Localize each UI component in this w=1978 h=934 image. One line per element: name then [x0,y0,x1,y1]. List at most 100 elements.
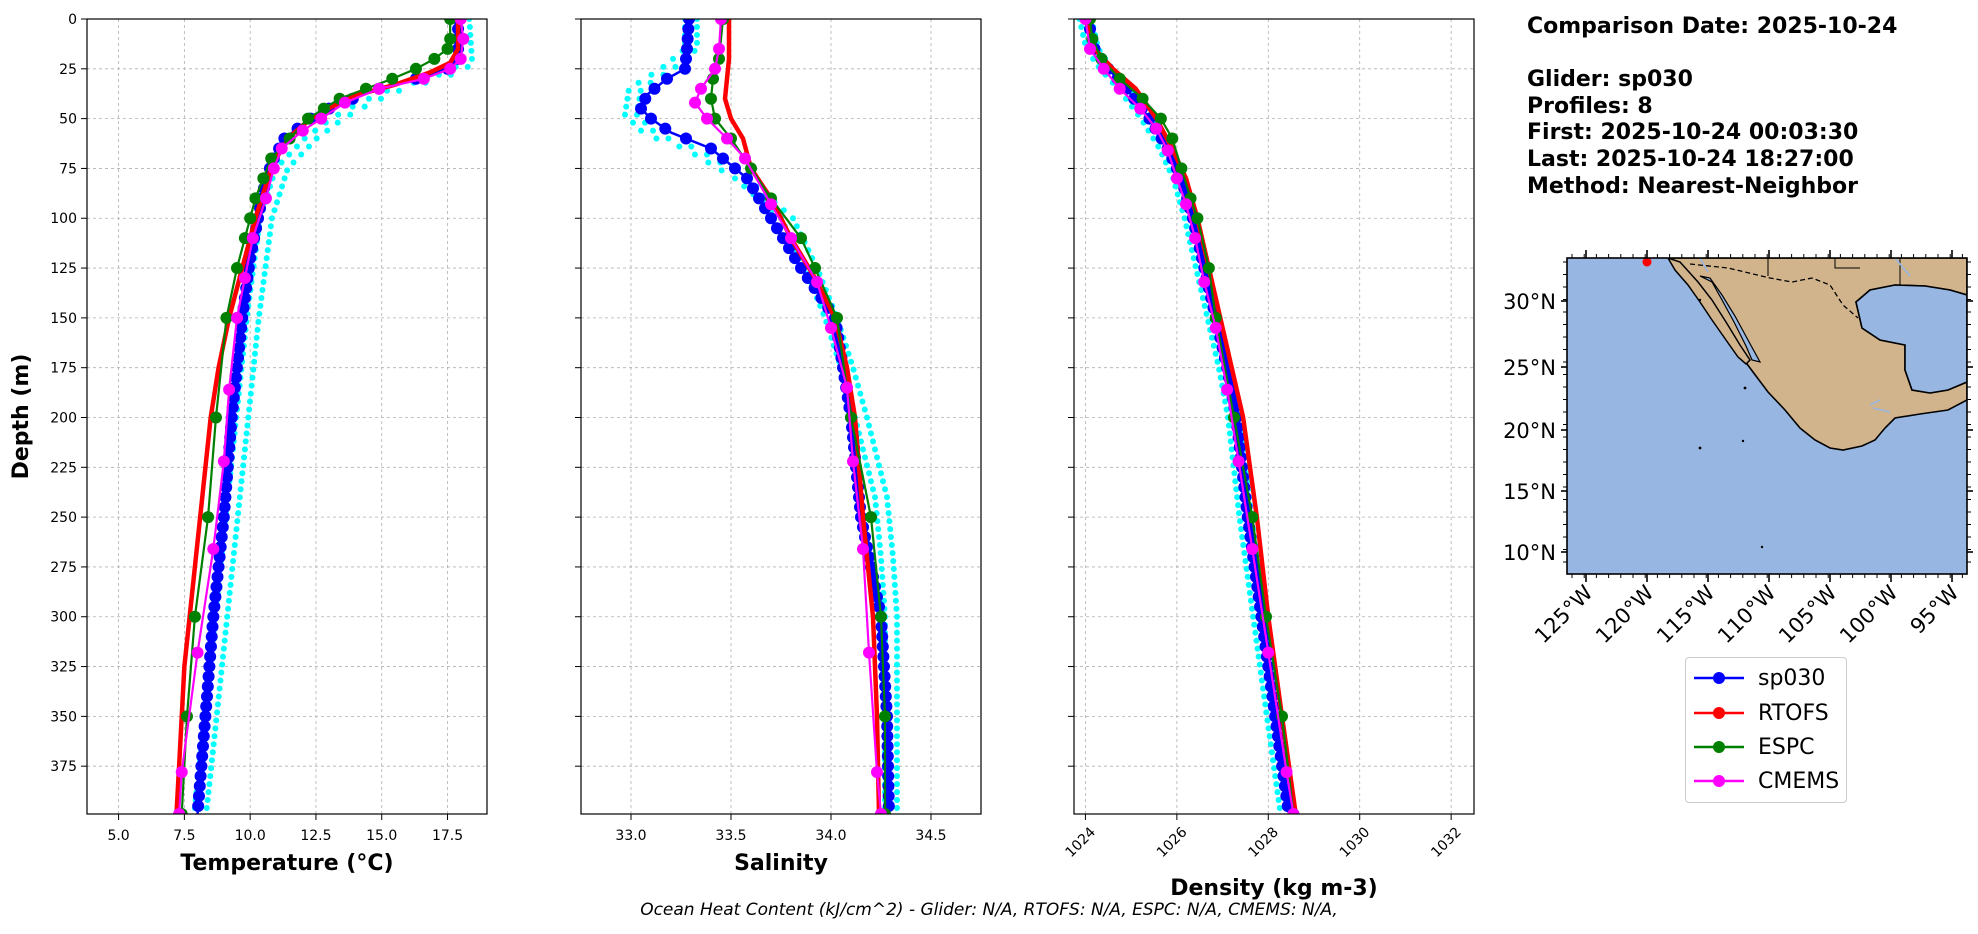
glider-profile-point [238,478,245,485]
legend-item-rtofs: RTOFS [1694,698,1829,728]
legend-item-cmems: CMEMS [1694,766,1839,796]
glider-profile-point [261,271,268,278]
glider-profile-point [293,143,300,150]
data-point-cmems [173,808,186,814]
data-point-glider [879,690,892,703]
data-point-cmems [1189,232,1202,245]
glider-profile-point [208,757,215,764]
glider-profile-point [866,470,872,477]
glider-profile-point [732,175,738,182]
glider-profile-point [243,430,250,437]
data-point-glider [680,132,692,145]
glider-profile-point [230,549,237,556]
glider-profile-point [324,127,331,134]
glider-profile-point [1250,613,1257,620]
glider-name: Glider: sp030 [1527,67,1693,93]
glider-profile-point [890,565,897,572]
glider-profile-point [889,549,896,556]
glider-profile-point [313,135,320,142]
data-point-cmems [1079,19,1092,25]
data-point-glider [220,481,233,494]
data-point-glider [661,72,673,85]
glider-profile-point [209,749,216,756]
glider-profile-point [630,119,636,126]
map-lat-label: 25°N [1503,356,1556,380]
glider-profile-point [1241,549,1248,556]
data-point-cmems [417,72,430,85]
glider-profile-point [1209,334,1215,341]
plot-area [173,19,475,814]
data-point-glider [771,222,783,235]
glider-profile-point [850,366,857,373]
glider-profile-point [1243,565,1250,572]
last-profile-time: Last: 2025-10-24 18:27:00 [1527,146,1854,172]
glider-profile-point [887,526,894,533]
data-point-glider [204,640,217,653]
data-point-cmems [841,381,853,394]
data-point-glider [194,770,207,783]
glider-profile-point [894,613,900,620]
data-point-espc [409,62,422,75]
data-point-glider [878,670,891,683]
glider-profile-point [225,597,232,604]
glider-profile-point [215,693,222,700]
data-point-glider [197,740,210,753]
data-point-glider [215,531,228,544]
glider-profile-point [1255,653,1262,660]
glider-profile-point [1244,573,1251,580]
glider-profile-point [1249,605,1256,612]
glider-profile-point [1222,398,1229,405]
glider-profile-point [625,87,632,94]
glider-profile-point [1256,661,1263,668]
glider-profile-point [694,19,700,22]
glider-profile-point [255,318,262,325]
glider-profile-point [1253,637,1260,644]
y-axis-label: Depth (m) [9,354,34,480]
glider-profile-point [464,63,471,70]
glider-profile-point [1273,781,1280,788]
glider-profile-point [660,63,667,70]
glider-profile-point [648,71,655,78]
glider-profile-point [1245,581,1252,588]
data-point-espc [428,52,441,65]
y-tick-label: 0 [68,12,77,28]
glider-profile-point [894,725,900,732]
map-rivers [1699,258,1911,413]
glider-profile-point [467,39,474,46]
glider-profile-point [1240,542,1247,549]
glider-profile-point [1205,318,1212,325]
data-point-espc [875,610,887,623]
glider-profile-point [1260,685,1267,692]
data-point-espc [386,72,399,85]
glider-profile-point [252,350,258,357]
glider-profile-point [1225,422,1232,429]
glider-profile-point [278,159,285,166]
data-point-glider [229,371,242,384]
map-island [1743,386,1747,390]
glider-profile-point [231,542,238,549]
glider-profile-point [1247,597,1254,604]
glider-profile-point [301,135,308,142]
glider-profile-point [894,757,900,764]
data-point-glider [681,32,694,45]
glider-profile-point [672,63,679,70]
glider-profile-point [214,709,221,716]
data-point-glider [879,680,892,693]
y-tick-label: 250 [50,510,77,526]
glider-profile-point [1174,191,1181,198]
glider-profile-point [892,597,899,604]
data-point-cmems [1170,172,1183,185]
data-point-glider [207,610,220,623]
data-point-glider [729,162,741,175]
data-point-espc [1136,92,1149,105]
glider-profile-point [1228,446,1235,453]
data-point-glider [783,242,795,255]
data-point-espc [188,610,201,623]
glider-profile-point [235,510,242,517]
data-point-espc [231,262,243,275]
x-tick-label: 17.5 [432,828,463,844]
glider-profile-point [246,406,253,413]
data-point-glider [648,82,661,95]
glider-profile-point [335,111,342,118]
glider-profile-point [859,398,866,405]
